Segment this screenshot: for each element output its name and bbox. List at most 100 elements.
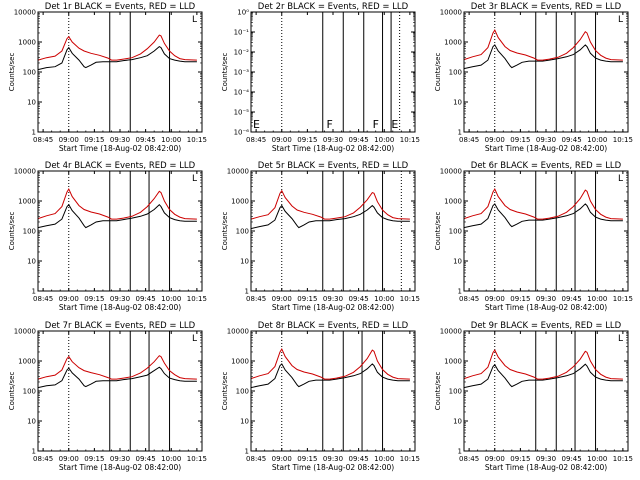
panel-title: Det 4r BLACK = Events, RED = LLD [45, 161, 196, 171]
y-axis-label: Counts/sec [221, 212, 229, 251]
detector-panel-4: Det 4r BLACK = Events, RED = LLD 08:45 09:… [8, 161, 207, 312]
corner-marker: L [618, 334, 623, 344]
series-line-events [37, 366, 197, 389]
series-line-events [250, 363, 410, 389]
x-tick-label: 09:15 [510, 455, 530, 463]
y-tick-label: 10000 [440, 328, 462, 336]
x-tick-label: 10:00 [374, 136, 394, 144]
x-tick-label: 10:00 [587, 136, 607, 144]
x-tick-label: 08:45 [33, 295, 53, 303]
detector-panel-5: Det 5r BLACK = Events, RED = LLD 08:45 09:… [221, 161, 420, 312]
y-tick-label: 1000 [231, 358, 249, 366]
y-axis-label: Counts/sec [8, 53, 16, 92]
y-tick-label: 1 [245, 288, 249, 296]
x-tick-label: 09:15 [297, 455, 317, 463]
y-tick-label: 100 [449, 69, 462, 77]
x-tick-label: 09:00 [272, 136, 292, 144]
x-tick-label: 09:45 [136, 455, 156, 463]
x-axis-label: Start Time (18-Aug-02 08:42:00) [59, 303, 181, 312]
y-tick-label: 100 [236, 388, 249, 396]
x-tick-label: 10:00 [161, 136, 181, 144]
detector-panel-9: Det 9r BLACK = Events, RED = LLD 08:45 09:… [434, 321, 633, 472]
y-tick-label: 1 [32, 288, 36, 296]
y-tick-label: 10⁻³ [234, 69, 250, 77]
series-line-events [250, 204, 410, 230]
x-tick-label: 09:15 [510, 295, 530, 303]
x-axis-label: Start Time (18-Aug-02 08:42:00) [272, 144, 394, 153]
flag-marker: E [391, 118, 398, 131]
y-tick-label: 10 [240, 258, 249, 266]
y-tick-label: 10⁻⁵ [234, 109, 250, 117]
x-tick-label: 10:15 [613, 136, 633, 144]
y-tick-label: 100 [449, 228, 462, 236]
panel-title: Det 1r BLACK = Events, RED = LLD [45, 2, 196, 12]
x-tick-label: 09:15 [510, 136, 530, 144]
series-line-lld [37, 34, 197, 61]
x-tick-label: 10:00 [374, 455, 394, 463]
y-tick-label: 100 [236, 228, 249, 236]
x-tick-label: 09:00 [485, 136, 505, 144]
x-axis-label: Start Time (18-Aug-02 08:42:00) [59, 463, 181, 472]
x-tick-label: 08:45 [33, 136, 53, 144]
x-tick-label: 09:30 [110, 136, 130, 144]
y-tick-label: 1 [32, 448, 36, 456]
x-tick-label: 09:00 [59, 455, 79, 463]
x-tick-label: 09:30 [323, 295, 343, 303]
y-axis-label: Counts/sec [434, 372, 442, 411]
x-tick-label: 09:45 [562, 136, 582, 144]
x-tick-label: 09:15 [297, 136, 317, 144]
panel-title: Det 2r BLACK = Events, RED = LLD [258, 2, 409, 12]
x-tick-label: 10:15 [187, 295, 207, 303]
plot-frame [37, 170, 203, 292]
x-tick-label: 10:00 [161, 455, 181, 463]
x-tick-label: 10:00 [161, 295, 181, 303]
y-tick-label: 10⁻² [234, 49, 250, 57]
x-tick-label: 08:45 [33, 455, 53, 463]
series-line-lld [463, 29, 623, 61]
series-line-lld [37, 188, 197, 220]
x-tick-label: 10:15 [613, 455, 633, 463]
y-tick-label: 10 [27, 258, 36, 266]
x-tick-label: 09:30 [536, 455, 556, 463]
y-tick-label: 10⁻⁴ [234, 89, 250, 97]
series-line-lld [250, 189, 410, 220]
x-tick-label: 08:45 [459, 136, 479, 144]
x-tick-label: 08:45 [459, 295, 479, 303]
detector-panel-7: Det 7r BLACK = Events, RED = LLD 08:45 09:… [8, 321, 207, 472]
plot-frame [37, 11, 203, 133]
flag-marker: F [373, 118, 379, 131]
flag-marker: E [253, 118, 260, 131]
detector-panel-8: Det 8r BLACK = Events, RED = LLD 08:45 09:… [221, 321, 420, 472]
series-line-lld [463, 349, 623, 380]
y-tick-label: 10 [453, 258, 462, 266]
panel-title: Det 5r BLACK = Events, RED = LLD [258, 161, 409, 171]
y-tick-label: 10000 [440, 168, 462, 176]
x-tick-label: 09:30 [536, 295, 556, 303]
x-tick-label: 08:45 [246, 136, 266, 144]
y-tick-label: 10000 [227, 328, 249, 336]
x-tick-label: 09:45 [349, 136, 369, 144]
y-tick-label: 10 [27, 99, 36, 107]
y-tick-label: 10000 [14, 328, 36, 336]
x-tick-label: 10:15 [400, 455, 420, 463]
corner-marker: L [192, 15, 197, 25]
series-line-events [37, 45, 197, 71]
y-tick-label: 10 [27, 418, 36, 426]
y-axis-label: Counts/sec [434, 212, 442, 251]
y-axis-label: Counts/sec [8, 212, 16, 251]
y-tick-label: 1 [32, 129, 36, 137]
y-tick-label: 10000 [14, 168, 36, 176]
series-line-lld [37, 355, 197, 380]
y-tick-label: 100 [449, 388, 462, 396]
y-tick-label: 1 [458, 129, 462, 137]
y-tick-label: 1000 [18, 358, 36, 366]
y-tick-label: 1000 [18, 198, 36, 206]
series-line-events [463, 44, 623, 70]
x-tick-label: 09:45 [349, 455, 369, 463]
x-tick-label: 09:15 [84, 455, 104, 463]
y-axis-label: Counts/sec [434, 53, 442, 92]
y-axis-label: Counts/sec [8, 372, 16, 411]
corner-marker: L [192, 174, 197, 184]
x-tick-label: 09:15 [84, 295, 104, 303]
